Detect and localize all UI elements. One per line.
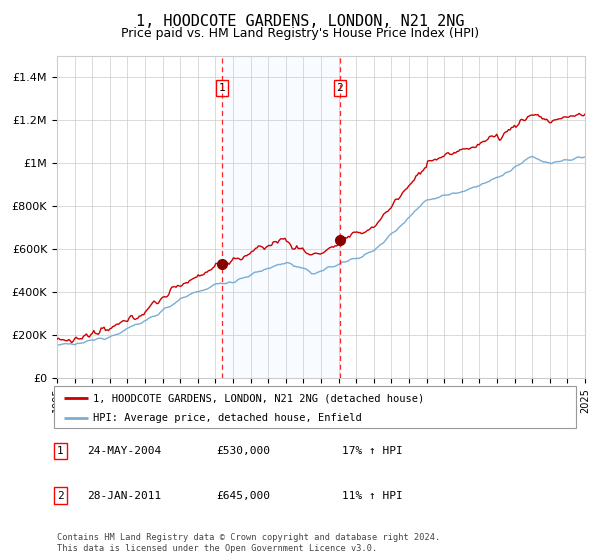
Text: 1, HOODCOTE GARDENS, LONDON, N21 2NG (detached house): 1, HOODCOTE GARDENS, LONDON, N21 2NG (de… bbox=[93, 393, 424, 403]
Text: 1: 1 bbox=[57, 446, 64, 456]
Text: 24-MAY-2004: 24-MAY-2004 bbox=[87, 446, 161, 456]
Text: 1: 1 bbox=[219, 83, 226, 93]
Text: 11% ↑ HPI: 11% ↑ HPI bbox=[342, 491, 403, 501]
Text: HPI: Average price, detached house, Enfield: HPI: Average price, detached house, Enfi… bbox=[93, 413, 362, 423]
FancyBboxPatch shape bbox=[54, 386, 576, 428]
Text: 2: 2 bbox=[57, 491, 64, 501]
Text: 1, HOODCOTE GARDENS, LONDON, N21 2NG: 1, HOODCOTE GARDENS, LONDON, N21 2NG bbox=[136, 14, 464, 29]
Bar bbox=[222, 56, 340, 378]
Text: 2: 2 bbox=[337, 83, 343, 93]
Text: £645,000: £645,000 bbox=[216, 491, 270, 501]
Text: 17% ↑ HPI: 17% ↑ HPI bbox=[342, 446, 403, 456]
Text: £530,000: £530,000 bbox=[216, 446, 270, 456]
Text: 28-JAN-2011: 28-JAN-2011 bbox=[87, 491, 161, 501]
Text: Contains HM Land Registry data © Crown copyright and database right 2024.
This d: Contains HM Land Registry data © Crown c… bbox=[57, 533, 440, 553]
Text: Price paid vs. HM Land Registry's House Price Index (HPI): Price paid vs. HM Land Registry's House … bbox=[121, 27, 479, 40]
